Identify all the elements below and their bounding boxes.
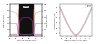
PEALD [71, 31, 72, 32]
Line: MOCVD: MOCVD [60, 7, 92, 35]
MOCVD [89, 11, 90, 12]
Y-axis label: Counts (arb. units): Counts (arb. units) [47, 14, 48, 27]
MOCVD [80, 30, 81, 31]
Bar [19, 4, 34, 36]
MOCVD [75, 34, 76, 35]
PEALD [68, 27, 70, 28]
X-axis label: Sputtering time (arb. units): Sputtering time (arb. units) [16, 39, 36, 41]
PEALD [80, 31, 81, 32]
PEALD [82, 27, 83, 28]
PEALD [84, 23, 86, 24]
PEALD [59, 8, 60, 9]
PEALD [75, 35, 76, 36]
Text: Ta2O5: Ta2O5 [24, 6, 29, 7]
Y-axis label: Counts (arb. units): Counts (arb. units) [4, 14, 5, 27]
PEALD [62, 13, 63, 14]
PEALD [87, 18, 88, 19]
Legend: MOCVD, PEALD: MOCVD, PEALD [85, 5, 92, 7]
MOCVD [62, 11, 63, 12]
MOCVD [87, 16, 88, 17]
Line: PEALD: PEALD [60, 9, 92, 36]
MOCVD [78, 33, 79, 34]
Y-axis label: Leakage current (A/cm²): Leakage current (A/cm²) [54, 12, 56, 29]
PEALD [89, 13, 90, 14]
PEALD [66, 23, 67, 24]
MOCVD [64, 16, 65, 17]
PEALD [64, 18, 65, 19]
MOCVD [73, 33, 74, 34]
MOCVD [71, 30, 72, 31]
PEALD [91, 8, 93, 9]
X-axis label: Applied voltage (Arbitrary Units): Applied voltage (Arbitrary Units) [64, 39, 87, 41]
